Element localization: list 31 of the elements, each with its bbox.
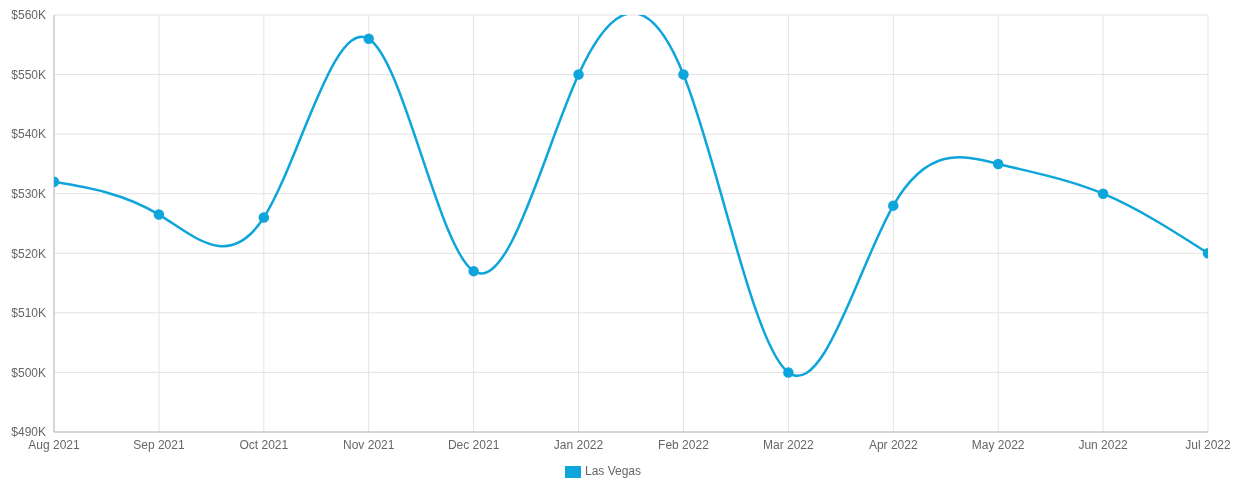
point: [363, 33, 374, 45]
legend-label: Las Vegas: [584, 464, 642, 479]
point: [1097, 188, 1109, 199]
x-tick-label: Feb 2022: [658, 437, 710, 452]
point: [153, 209, 165, 220]
x-tick-label: Nov 2021: [343, 437, 395, 452]
x-tick-label: Dec 2021: [447, 437, 500, 452]
point: [468, 265, 479, 277]
x-tick-label: May 2022: [971, 437, 1025, 452]
x-tick-label: Jan 2022: [553, 437, 604, 452]
y-tick-label: $540K: [11, 127, 46, 142]
x-tick-label: Aug 2021: [28, 437, 81, 452]
point: [888, 200, 899, 211]
y-tick-label: $510K: [11, 306, 46, 321]
x-tick-label: Oct 2021: [239, 437, 289, 452]
y-tick-label: $560K: [11, 8, 46, 23]
point: [992, 158, 1004, 170]
point: [573, 69, 584, 80]
y-tick-label: $520K: [11, 246, 46, 261]
x-tick-label: Apr 2022: [868, 437, 918, 452]
x-tick-label: Jul 2022: [1185, 437, 1232, 452]
y-tick-label: $500K: [11, 365, 46, 380]
point: [783, 367, 794, 378]
x-tick-label: Sep 2021: [133, 437, 185, 452]
y-tick-label: $530K: [11, 186, 46, 201]
x-tick-label: Jun 2022: [1078, 437, 1129, 452]
point: [258, 212, 270, 223]
y-tick-label: $490K: [11, 425, 46, 440]
point: [678, 69, 689, 80]
y-tick-label: $550K: [11, 67, 46, 82]
x-tick-label: Mar 2022: [763, 437, 815, 452]
